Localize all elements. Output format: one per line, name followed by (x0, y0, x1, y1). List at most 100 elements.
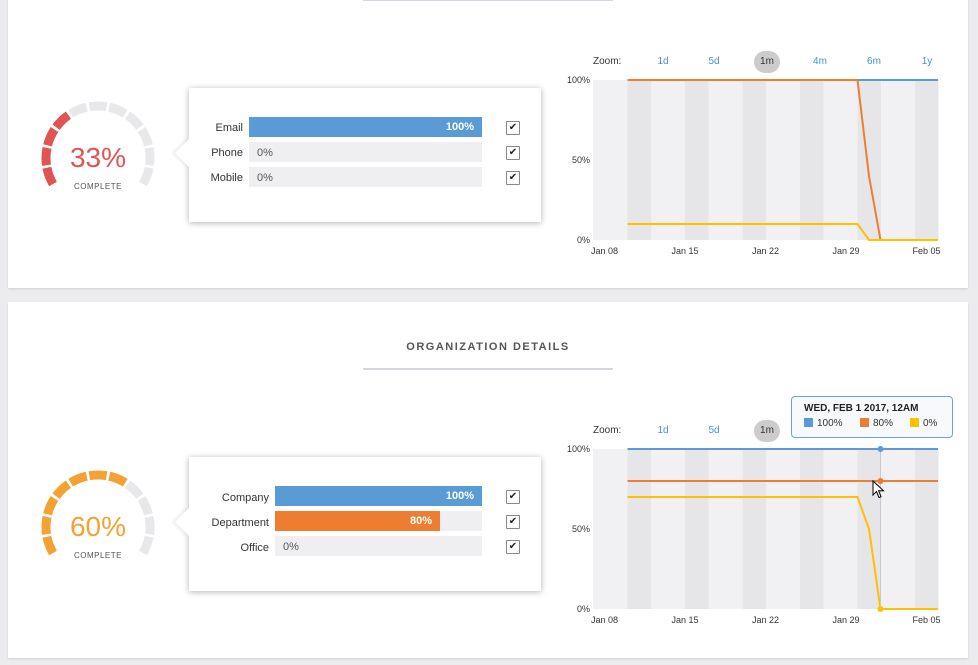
zoom-5d-button[interactable]: 5d (708, 425, 720, 436)
field-checkbox[interactable]: ✔ (506, 121, 520, 135)
field-checkbox[interactable]: ✔ (506, 146, 520, 160)
plot-band (800, 80, 812, 240)
field-breakdown-panel: Email 100% ✔ Phone 0% ✔ Mobile 0% ✔ (174, 88, 541, 222)
bar-value: 80% (409, 515, 432, 527)
plot-band (627, 449, 640, 609)
plot-band (926, 449, 939, 609)
x-tick-label: Jan 15 (671, 246, 698, 256)
history-chart[interactable]: 0% 50% 100% Jan 08 Jan 15 Jan 22 Jan 29 Feb 05 (560, 439, 950, 634)
field-checkbox[interactable]: ✔ (506, 490, 520, 504)
bar-fill: 80% (275, 511, 440, 531)
gauge-segment (139, 166, 154, 187)
gauge-segment (144, 516, 155, 535)
gauge-segment (68, 471, 88, 487)
x-tick-label: Jan 08 (591, 246, 618, 256)
plot-band (696, 80, 709, 240)
bar-value: 0% (257, 172, 273, 184)
hover-marker (877, 606, 884, 612)
x-tick-label: Jan 22 (752, 615, 779, 625)
section-divider (363, 368, 613, 370)
gauge-segment (137, 127, 153, 147)
plot-band (639, 80, 651, 240)
gauge-label: COMPLETE (73, 182, 122, 191)
plot-band (754, 449, 766, 609)
field-checkbox[interactable]: ✔ (506, 171, 520, 185)
field-checkbox[interactable]: ✔ (506, 540, 520, 554)
field-bar: 80% (275, 511, 482, 531)
row-label: Department (211, 517, 269, 529)
history-chart[interactable]: 0% 50% 100% Jan 08 Jan 15 Jan 22 Jan 29 Feb 05 (560, 70, 950, 265)
gauge-segment (144, 147, 155, 166)
gauge-label: COMPLETE (73, 551, 122, 560)
bar-fill (249, 117, 482, 137)
plot-band (742, 449, 755, 609)
plot-band (685, 80, 697, 240)
gauge-segment (43, 496, 59, 516)
gauge-segment (42, 535, 57, 556)
y-tick-label: 0% (577, 235, 590, 245)
tooltip-value: 100% (817, 418, 843, 429)
plot-band (742, 80, 755, 240)
legend-swatch (860, 418, 869, 427)
tooltip-series-2: 80% (860, 418, 893, 429)
gauge-segment (41, 147, 52, 166)
chart-tooltip: WED, FEB 1 2017, 12AM 100% 80% 0% (791, 396, 953, 438)
field-checkbox[interactable]: ✔ (506, 515, 520, 529)
gauge-segment (68, 102, 88, 118)
plot-band (915, 80, 927, 240)
gauge-segment (139, 535, 154, 556)
plot-band (639, 449, 651, 609)
completion-gauge (41, 470, 155, 556)
gauge-percent: 33% (69, 142, 127, 173)
zoom-1m-button[interactable]: 1m (754, 51, 780, 73)
bar-value: 0% (283, 541, 299, 553)
row-label: Company (221, 492, 269, 504)
zoom-1d-button[interactable]: 1d (657, 56, 669, 67)
row-label: Email (215, 122, 243, 134)
y-tick-label: 100% (567, 444, 590, 454)
x-tick-label: Feb 05 (912, 246, 940, 256)
gauge-segment (88, 470, 108, 481)
zoom-5d-button[interactable]: 5d (708, 56, 720, 67)
gauge-percent: 60% (69, 511, 127, 542)
gauge-segment (137, 496, 153, 516)
plot-band (857, 80, 870, 240)
gauge-segment (41, 516, 52, 535)
plot-band (915, 449, 927, 609)
tooltip-value: 0% (923, 418, 938, 429)
gauge-segment (52, 480, 72, 499)
y-tick-label: 50% (572, 524, 590, 534)
plot-band (754, 80, 766, 240)
field-bar: 100% (249, 117, 482, 137)
mouse-cursor-icon (872, 480, 885, 499)
gauge-segment (88, 101, 108, 112)
zoom-label: Zoom: (593, 56, 622, 67)
zoom-4m-button[interactable]: 4m (813, 56, 827, 67)
hover-marker (877, 446, 884, 452)
plot-band (811, 80, 824, 240)
zoom-1d-button[interactable]: 1d (657, 425, 669, 436)
plot-band (800, 449, 812, 609)
series-line (627, 223, 938, 241)
row-label: Mobile (210, 172, 243, 184)
hover-marker (877, 478, 884, 484)
x-tick-label: Jan 29 (832, 246, 859, 256)
plot-band (926, 80, 939, 240)
tooltip-series-3: 0% (910, 418, 937, 429)
tooltip-value: 80% (873, 418, 894, 429)
legend-swatch (910, 418, 919, 427)
y-tick-label: 0% (577, 604, 590, 614)
series-line (627, 496, 938, 610)
zoom-1m-button[interactable]: 1m (754, 420, 780, 442)
gauge-segment (124, 480, 144, 499)
zoom-1y-button[interactable]: 1y (921, 56, 933, 67)
tooltip-date: WED, FEB 1 2017, 12AM (804, 403, 919, 414)
field-breakdown-panel: Company 100% ✔ Department 80% ✔ Office 0… (174, 457, 541, 591)
y-tick-label: 100% (567, 75, 590, 85)
gauge-segment (108, 471, 128, 487)
gauge-segment (43, 127, 59, 147)
row-label: Phone (211, 147, 243, 159)
gauge-segment (124, 111, 144, 130)
x-tick-label: Feb 05 (912, 615, 940, 625)
zoom-6m-button[interactable]: 6m (867, 56, 881, 67)
